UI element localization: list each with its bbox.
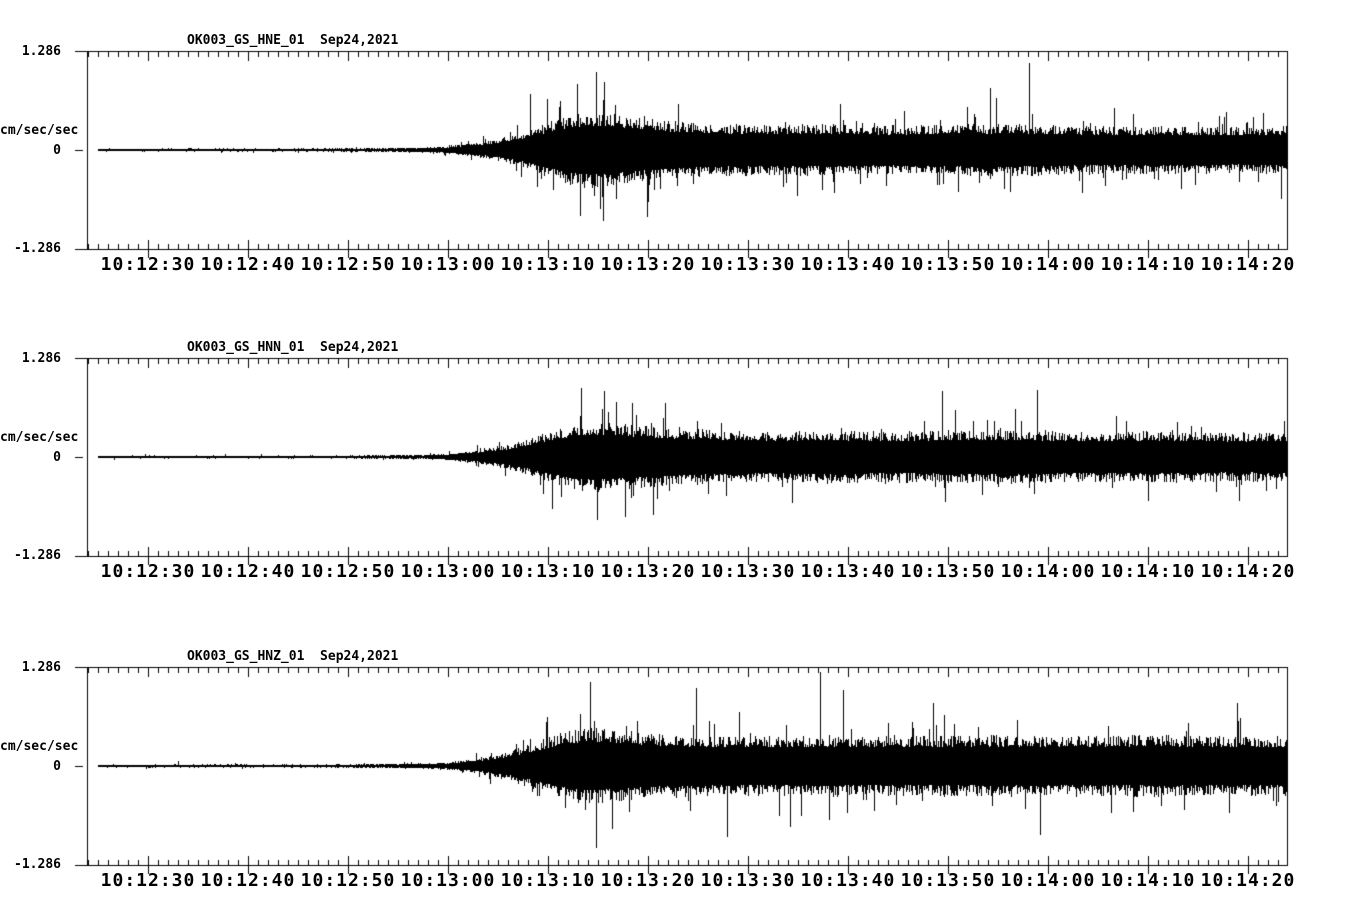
x-tick-label: 10:12:50	[300, 870, 396, 891]
x-tick-label: 10:13:00	[400, 254, 496, 275]
y-tick-label-max: 1.286	[21, 660, 61, 675]
y-tick-label-zero: 0	[53, 759, 61, 774]
y-tick-label-zero: 0	[53, 450, 61, 465]
y-tick-label-max: 1.286	[21, 44, 61, 59]
x-tick-label: 10:13:40	[800, 870, 896, 891]
seismogram-canvas-hne	[0, 0, 1358, 300]
x-tick-label: 10:13:00	[400, 561, 496, 582]
seismogram-plot-hnn: OK003_GS_HNN_01 Sep24,2021 1.286 cm/sec/…	[0, 307, 1358, 607]
y-axis-unit-label: cm/sec/sec	[0, 739, 79, 754]
x-tick-label: 10:12:30	[100, 561, 196, 582]
y-tick-label-zero: 0	[53, 143, 61, 158]
y-tick-label-min: -1.286	[14, 548, 61, 563]
x-tick-label: 10:13:10	[500, 870, 596, 891]
x-tick-label: 10:13:00	[400, 870, 496, 891]
x-tick-label: 10:14:10	[1100, 254, 1196, 275]
seismogram-canvas-hnz	[0, 616, 1358, 916]
x-tick-label: 10:13:10	[500, 254, 596, 275]
x-tick-label: 10:12:40	[200, 870, 296, 891]
x-tick-label: 10:14:20	[1200, 254, 1296, 275]
y-axis-unit-label: cm/sec/sec	[0, 430, 79, 445]
plot-title: OK003_GS_HNE_01 Sep24,2021	[187, 33, 399, 48]
plot-title: OK003_GS_HNN_01 Sep24,2021	[187, 340, 399, 355]
x-tick-label: 10:14:10	[1100, 561, 1196, 582]
y-tick-label-min: -1.286	[14, 857, 61, 872]
x-tick-label: 10:13:20	[600, 870, 696, 891]
x-tick-label: 10:14:00	[1000, 561, 1096, 582]
y-axis-unit-label: cm/sec/sec	[0, 123, 79, 138]
seismogram-canvas-hnn	[0, 307, 1358, 607]
x-tick-label: 10:13:30	[700, 561, 796, 582]
x-tick-label: 10:13:50	[900, 254, 996, 275]
x-tick-label: 10:12:50	[300, 254, 396, 275]
x-tick-label: 10:13:10	[500, 561, 596, 582]
x-tick-label: 10:13:30	[700, 254, 796, 275]
x-tick-label: 10:13:20	[600, 254, 696, 275]
x-tick-label: 10:14:00	[1000, 254, 1096, 275]
plot-title: OK003_GS_HNZ_01 Sep24,2021	[187, 649, 399, 664]
x-tick-label: 10:13:50	[900, 870, 996, 891]
x-tick-label: 10:13:40	[800, 254, 896, 275]
y-tick-label-min: -1.286	[14, 241, 61, 256]
seismogram-plot-hne: OK003_GS_HNE_01 Sep24,2021 1.286 cm/sec/…	[0, 0, 1358, 300]
x-tick-label: 10:12:40	[200, 561, 296, 582]
x-tick-label: 10:14:00	[1000, 870, 1096, 891]
x-tick-label: 10:13:20	[600, 561, 696, 582]
x-tick-label: 10:13:40	[800, 561, 896, 582]
x-tick-label: 10:12:40	[200, 254, 296, 275]
x-tick-label: 10:14:20	[1200, 870, 1296, 891]
x-tick-label: 10:12:50	[300, 561, 396, 582]
x-tick-label: 10:14:10	[1100, 870, 1196, 891]
x-tick-label: 10:13:30	[700, 870, 796, 891]
x-tick-label: 10:12:30	[100, 254, 196, 275]
x-tick-label: 10:12:30	[100, 870, 196, 891]
seismogram-plot-hnz: OK003_GS_HNZ_01 Sep24,2021 1.286 cm/sec/…	[0, 616, 1358, 916]
y-tick-label-max: 1.286	[21, 351, 61, 366]
x-tick-label: 10:14:20	[1200, 561, 1296, 582]
x-tick-label: 10:13:50	[900, 561, 996, 582]
